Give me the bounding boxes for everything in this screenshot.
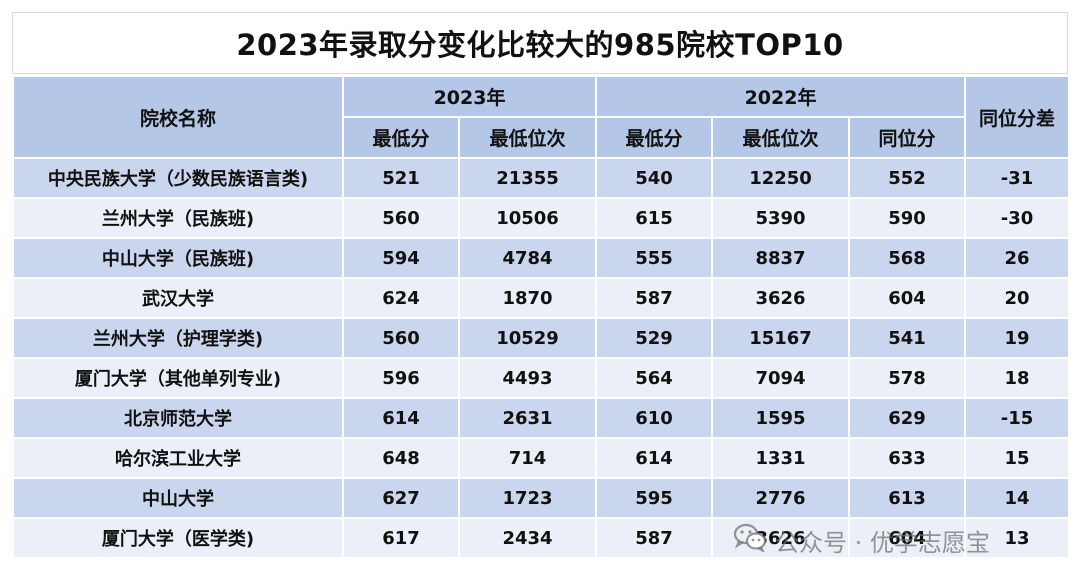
header-2022-min-score: 最低分 <box>595 116 714 159</box>
cell-2022-min-rank: 3626 <box>711 277 851 319</box>
table-row: 武汉大学 624 1870 587 3626 604 20 <box>12 277 1071 319</box>
cell-diff: 14 <box>964 477 1071 519</box>
cell-2022-min-rank: 1331 <box>711 437 851 479</box>
cell-diff: 18 <box>964 357 1071 399</box>
cell-2022-min-rank: 8837 <box>711 237 851 279</box>
cell-2023-min-score: 560 <box>342 317 460 359</box>
cell-2022-min-score: 587 <box>595 277 714 319</box>
cell-2023-min-rank: 2631 <box>457 397 598 439</box>
cell-2023-min-score: 560 <box>342 197 460 239</box>
cell-2022-min-rank: 2776 <box>711 477 851 519</box>
table-row: 兰州大学（民族班) 560 10506 615 5390 590 -30 <box>12 197 1071 239</box>
watermark-text: 公众号 · 优学志愿宝 <box>775 528 990 557</box>
cell-2022-min-score: 555 <box>595 237 714 279</box>
cell-2022-min-score: 587 <box>595 517 714 559</box>
cell-2023-min-rank: 10506 <box>457 197 598 239</box>
table-title: 2023年录取分变化比较大的985院校TOP10 <box>236 28 844 62</box>
cell-2022-equiv-score: 541 <box>848 317 967 359</box>
wechat-icon <box>733 522 767 558</box>
header-2022-min-rank: 最低位次 <box>711 116 851 159</box>
cell-2023-min-rank: 10529 <box>457 317 598 359</box>
cell-2022-equiv-score: 604 <box>848 517 967 559</box>
cell-2022-min-score: 564 <box>595 357 714 399</box>
cell-2022-equiv-score: 629 <box>848 397 967 439</box>
cell-2022-min-rank: 5390 <box>711 197 851 239</box>
cell-diff: 15 <box>964 437 1071 479</box>
cell-2023-min-rank: 4493 <box>457 357 598 399</box>
header-2022: 2022年 <box>595 75 967 118</box>
table-row: 厦门大学（医学类) 617 2434 587 3626 604 13 <box>12 517 1071 559</box>
cell-2022-equiv-score: 578 <box>848 357 967 399</box>
cell-2022-min-rank: 7094 <box>711 357 851 399</box>
cell-2022-min-score: 615 <box>595 197 714 239</box>
cell-2022-min-score: 595 <box>595 477 714 519</box>
cell-diff: -30 <box>964 197 1071 239</box>
header-school: 院校名称 <box>12 75 344 159</box>
cell-2023-min-score: 596 <box>342 357 460 399</box>
cell-2023-min-rank: 714 <box>457 437 598 479</box>
header-diff: 同位分差 <box>964 75 1071 159</box>
cell-2022-equiv-score: 568 <box>848 237 967 279</box>
table-row: 中山大学 627 1723 595 2776 613 14 <box>12 477 1071 519</box>
cell-school-name: 武汉大学 <box>12 277 344 319</box>
header-2023-min-score: 最低分 <box>342 116 460 159</box>
cell-diff: 19 <box>964 317 1071 359</box>
table-row: 哈尔滨工业大学 648 714 614 1331 633 15 <box>12 437 1071 479</box>
cell-2022-min-score: 610 <box>595 397 714 439</box>
header-2023: 2023年 <box>341 75 598 118</box>
cell-school-name: 兰州大学（护理学类) <box>12 317 344 359</box>
table-row: 兰州大学（护理学类) 560 10529 529 15167 541 19 <box>12 317 1071 359</box>
cell-2022-equiv-score: 613 <box>848 477 967 519</box>
cell-2022-min-rank: 1595 <box>711 397 851 439</box>
cell-2023-min-score: 624 <box>342 277 460 319</box>
cell-2023-min-rank: 4784 <box>457 237 598 279</box>
cell-2023-min-score: 521 <box>342 157 460 199</box>
table-row: 北京师范大学 614 2631 610 1595 629 -15 <box>12 397 1071 439</box>
cell-diff: -15 <box>964 397 1071 439</box>
cell-2023-min-score: 617 <box>342 517 460 559</box>
cell-2022-min-score: 614 <box>595 437 714 479</box>
cell-2022-equiv-score: 633 <box>848 437 967 479</box>
cell-2023-min-rank: 2434 <box>457 517 598 559</box>
cell-school-name: 兰州大学（民族班) <box>12 197 344 239</box>
cell-2022-equiv-score: 590 <box>848 197 967 239</box>
cell-2023-min-score: 627 <box>342 477 460 519</box>
table-row: 中山大学（民族班) 594 4784 555 8837 568 26 <box>12 237 1071 279</box>
table-row: 厦门大学（其他单列专业) 596 4493 564 7094 578 18 <box>12 357 1071 399</box>
cell-diff: 20 <box>964 277 1071 319</box>
cell-school-name: 北京师范大学 <box>12 397 344 439</box>
cell-2023-min-score: 648 <box>342 437 460 479</box>
score-table: 院校名称 2023年 2022年 同位分差 最低分 最低位次 最低分 最低位次 … <box>12 75 1071 559</box>
table-row: 中央民族大学（少数民族语言类) 521 21355 540 12250 552 … <box>12 157 1071 199</box>
cell-2022-min-score: 529 <box>595 317 714 359</box>
cell-2022-equiv-score: 552 <box>848 157 967 199</box>
cell-2023-min-score: 614 <box>342 397 460 439</box>
cell-2022-equiv-score: 604 <box>848 277 967 319</box>
cell-2022-min-rank: 15167 <box>711 317 851 359</box>
cell-2023-min-rank: 1870 <box>457 277 598 319</box>
cell-2023-min-rank: 1723 <box>457 477 598 519</box>
cell-diff: 26 <box>964 237 1071 279</box>
cell-school-name: 哈尔滨工业大学 <box>12 437 344 479</box>
cell-diff: -31 <box>964 157 1071 199</box>
cell-school-name: 中央民族大学（少数民族语言类) <box>12 157 344 199</box>
cell-2023-min-score: 594 <box>342 237 460 279</box>
cell-2023-min-rank: 21355 <box>457 157 598 199</box>
cell-2022-min-rank: 12250 <box>711 157 851 199</box>
cell-diff: 13 <box>964 517 1071 559</box>
watermark: 公众号 · 优学志愿宝 <box>733 523 990 557</box>
header-2022-equiv-score: 同位分 <box>848 116 967 159</box>
cell-school-name: 中山大学 <box>12 477 344 519</box>
cell-school-name: 厦门大学（其他单列专业) <box>12 357 344 399</box>
cell-school-name: 厦门大学（医学类) <box>12 517 344 559</box>
cell-school-name: 中山大学（民族班) <box>12 237 344 279</box>
header-2023-min-rank: 最低位次 <box>457 116 598 159</box>
cell-2022-min-score: 540 <box>595 157 714 199</box>
table-title-box: 2023年录取分变化比较大的985院校TOP10 <box>12 12 1068 74</box>
